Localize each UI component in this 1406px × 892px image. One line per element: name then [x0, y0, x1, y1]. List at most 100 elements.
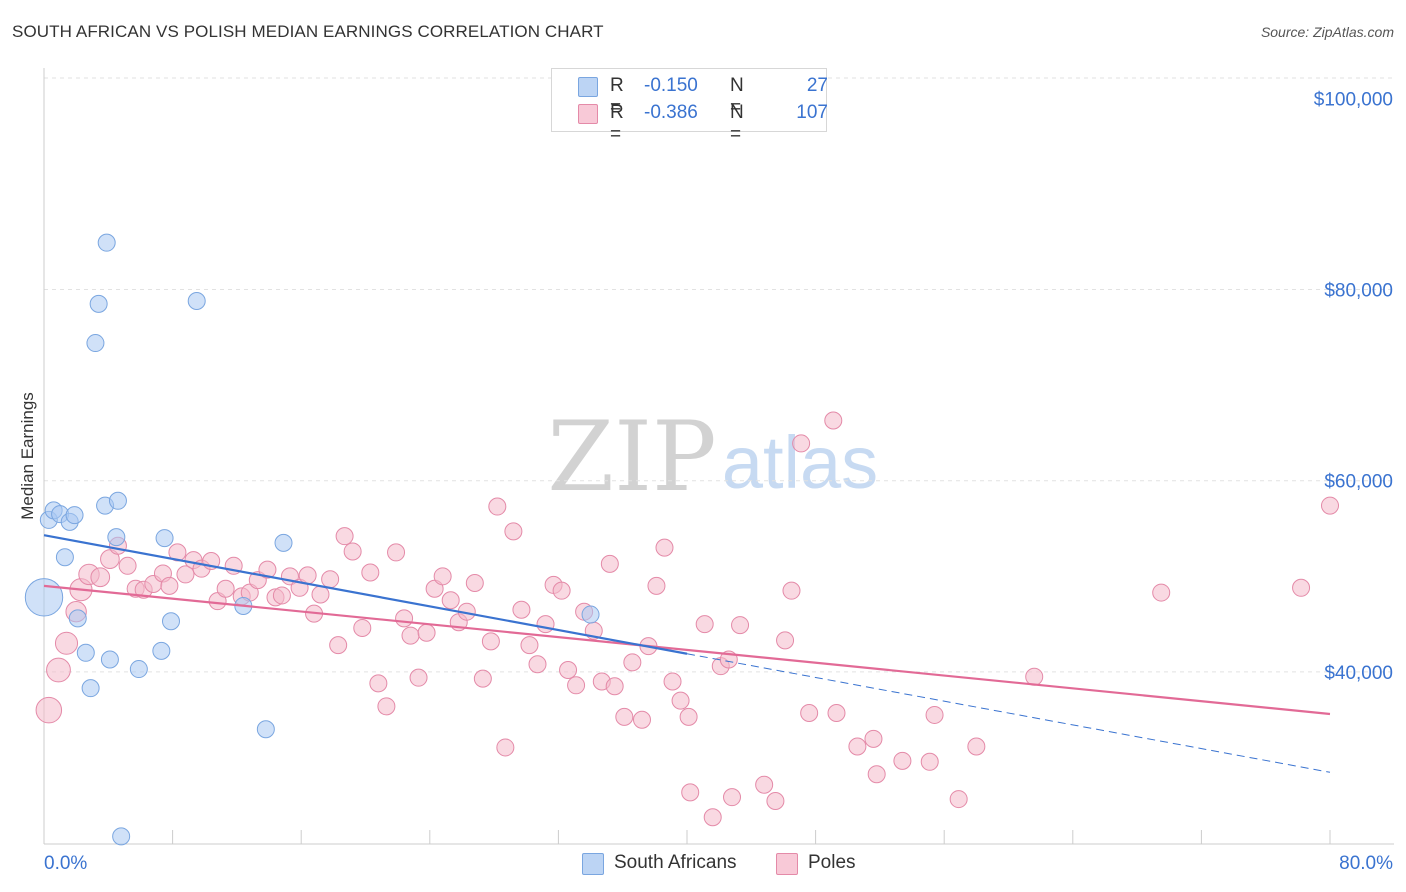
- poles-point: [335, 527, 354, 546]
- source-label: Source: ZipAtlas.com: [1260, 24, 1394, 40]
- south-africans-point: [107, 528, 126, 547]
- poles-point: [473, 669, 492, 688]
- trend-lines: [43, 534, 1331, 773]
- poles-point: [465, 574, 484, 593]
- south-africans-point: [68, 609, 87, 628]
- y-tick-label: $80,000: [1324, 281, 1393, 302]
- bottom-legend-label-poles: Poles: [808, 852, 856, 873]
- poles-point: [417, 623, 436, 642]
- poles-point: [824, 411, 843, 430]
- poles-point: [776, 631, 795, 650]
- poles-point: [827, 704, 846, 723]
- poles-point: [409, 668, 428, 687]
- poles-point: [655, 538, 674, 557]
- south-africans-point: [274, 533, 293, 552]
- poles-point: [800, 704, 819, 723]
- south-africans-trend-extension: [686, 653, 1331, 773]
- poles-point: [321, 570, 340, 589]
- poles-point: [949, 790, 968, 809]
- south-africans-point: [581, 605, 600, 624]
- y-axis-label: Median Earnings: [18, 392, 37, 520]
- legend-r-label: R =: [610, 75, 624, 118]
- chart-title: SOUTH AFRICAN VS POLISH MEDIAN EARNINGS …: [12, 22, 604, 41]
- poles-point: [920, 752, 939, 771]
- watermark: ZIP atlas: [547, 401, 878, 513]
- poles-point: [353, 618, 372, 637]
- poles-point: [361, 563, 380, 582]
- y-tick-label: $40,000: [1324, 663, 1393, 684]
- poles-point: [552, 581, 571, 600]
- watermark-zip: ZIP: [547, 401, 716, 513]
- series-south-africans: [24, 233, 600, 846]
- poles-point: [481, 632, 500, 651]
- poles-point: [441, 591, 460, 610]
- south-africans-point: [24, 578, 64, 617]
- poles-point: [600, 554, 619, 573]
- poles-point: [258, 560, 277, 579]
- south-africans-point: [97, 233, 116, 252]
- legend-n-label: N =: [730, 75, 744, 118]
- poles-point: [520, 636, 539, 655]
- poles-point: [647, 576, 666, 595]
- south-africans-point: [65, 506, 84, 525]
- poles-point: [663, 672, 682, 691]
- south-africans-point: [256, 720, 275, 739]
- y-tick-label: $60,000: [1324, 472, 1393, 493]
- legend-n-value: 27: [806, 75, 828, 96]
- poles-point: [1292, 578, 1311, 597]
- poles-point: [605, 677, 624, 696]
- stats-legend: R = -0.150 N = 27 R = -0.386 N = 107: [551, 68, 828, 145]
- poles-point: [329, 636, 348, 655]
- poles-point: [1321, 496, 1339, 515]
- y-tick-label: $100,000: [1314, 89, 1393, 110]
- legend-n-value: 107: [796, 102, 828, 123]
- poles-point: [35, 696, 63, 724]
- x-tick-label: 0.0%: [44, 853, 87, 874]
- poles-point: [298, 566, 317, 585]
- poles-point: [90, 567, 111, 588]
- poles-point: [1152, 583, 1171, 602]
- poles-point: [512, 600, 531, 619]
- poles-point: [395, 609, 414, 628]
- poles-point: [504, 522, 523, 541]
- legend-r-value: -0.386: [644, 102, 698, 123]
- south-africans-point: [187, 291, 206, 310]
- poles-point: [755, 775, 774, 794]
- south-africans-point: [100, 650, 119, 669]
- poles-point: [623, 653, 642, 672]
- south-africans-point: [89, 294, 108, 313]
- gridlines: [44, 77, 1394, 673]
- poles-point: [723, 788, 742, 807]
- poles-point: [967, 737, 986, 756]
- poles-point: [118, 556, 137, 575]
- poles-point: [496, 738, 515, 757]
- poles-point: [54, 631, 79, 655]
- poles-point: [766, 791, 785, 810]
- poles-point: [782, 581, 801, 600]
- south-africans-point: [155, 529, 174, 548]
- watermark-atlas: atlas: [722, 421, 878, 504]
- poles-point: [671, 691, 690, 710]
- bottom-legend-label-south-africans: South Africans: [614, 852, 737, 873]
- poles-point: [528, 655, 547, 674]
- south-africans-point: [129, 660, 148, 679]
- poles-point: [567, 676, 586, 695]
- poles-point: [343, 542, 362, 561]
- poles-point: [433, 567, 452, 586]
- poles-point: [401, 626, 420, 645]
- poles-point: [925, 705, 944, 724]
- legend-r-value: -0.150: [644, 75, 698, 96]
- poles-point: [272, 586, 291, 605]
- legend-r-label: R =: [610, 102, 624, 145]
- south-africans-point: [76, 643, 95, 662]
- poles-point: [311, 585, 330, 604]
- legend-swatch-south-africans: [578, 77, 598, 97]
- poles-point: [615, 707, 634, 726]
- poles-point: [176, 565, 195, 584]
- poles-point: [369, 674, 388, 693]
- poles-point: [377, 697, 396, 716]
- south-africans-trend-line: [43, 534, 688, 655]
- south-africans-point: [152, 641, 171, 660]
- bottom-legend-swatch-poles: [776, 853, 798, 875]
